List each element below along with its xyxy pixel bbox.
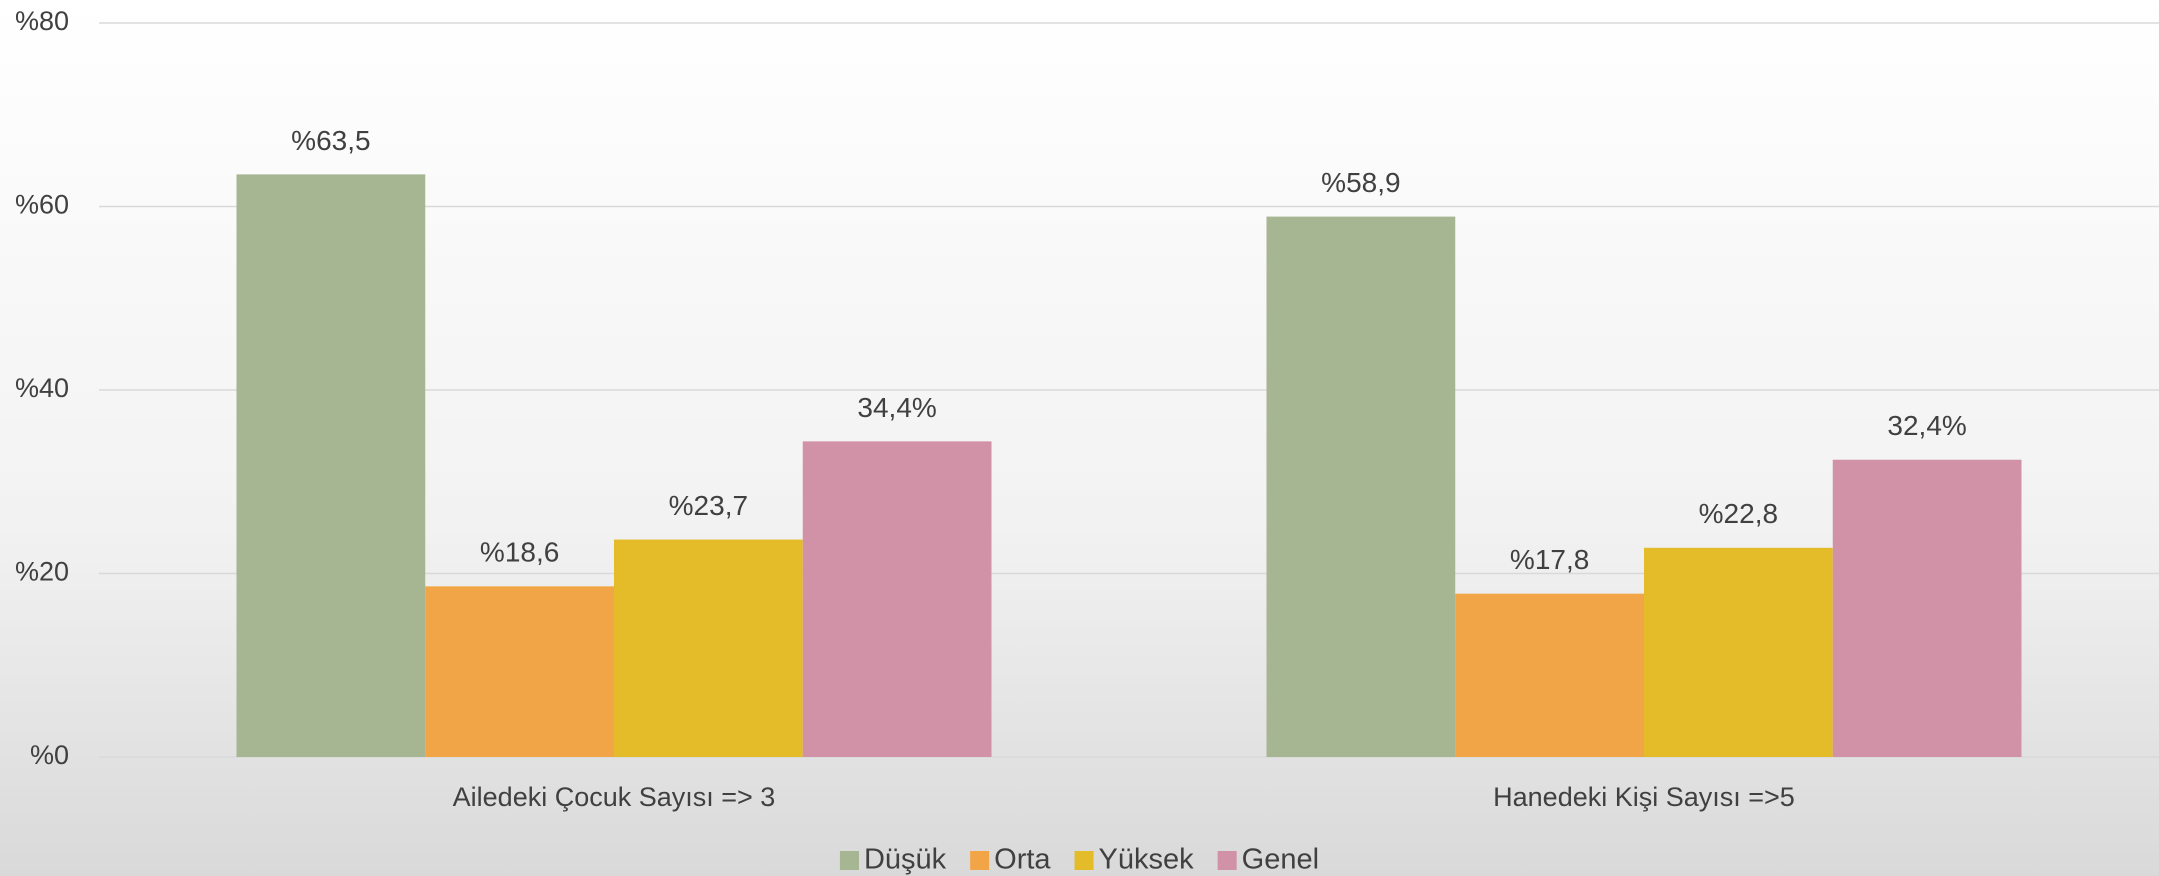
- x-tick-label: Hanedeki Kişi Sayısı =>5: [1493, 782, 1795, 812]
- x-tick-label: Ailedeki Çocuk Sayısı => 3: [453, 782, 776, 812]
- value-label: 34,4%: [857, 392, 936, 423]
- y-tick-label: %60: [15, 190, 69, 220]
- y-tick-label: %0: [30, 740, 69, 770]
- legend-swatch: [839, 851, 859, 870]
- legend-label: Yüksek: [1099, 844, 1195, 876]
- value-label: %63,5: [291, 125, 370, 156]
- value-label: %17,8: [1510, 544, 1589, 575]
- value-label: %18,6: [480, 537, 559, 568]
- value-label: %22,8: [1699, 498, 1778, 529]
- bar: [614, 539, 803, 757]
- legend-label: Düşük: [864, 844, 947, 876]
- value-label: %58,9: [1321, 167, 1400, 198]
- bar: [1832, 459, 2022, 757]
- value-label: 32,4%: [1887, 410, 1966, 441]
- bar: [1266, 216, 1456, 757]
- bar: [425, 586, 614, 757]
- legend-swatch: [1074, 851, 1094, 870]
- legend-label: Genel: [1242, 844, 1319, 876]
- bar: [1455, 593, 1644, 757]
- bar: [802, 441, 992, 757]
- legend-swatch: [1217, 851, 1237, 870]
- legend-swatch: [970, 851, 990, 870]
- value-label: %23,7: [669, 490, 748, 521]
- y-tick-label: %20: [15, 557, 69, 587]
- y-tick-label: %40: [15, 373, 69, 403]
- y-tick-label: %80: [15, 6, 69, 36]
- bar: [236, 174, 426, 757]
- bar: [1644, 547, 1833, 757]
- legend-label: Orta: [994, 844, 1051, 876]
